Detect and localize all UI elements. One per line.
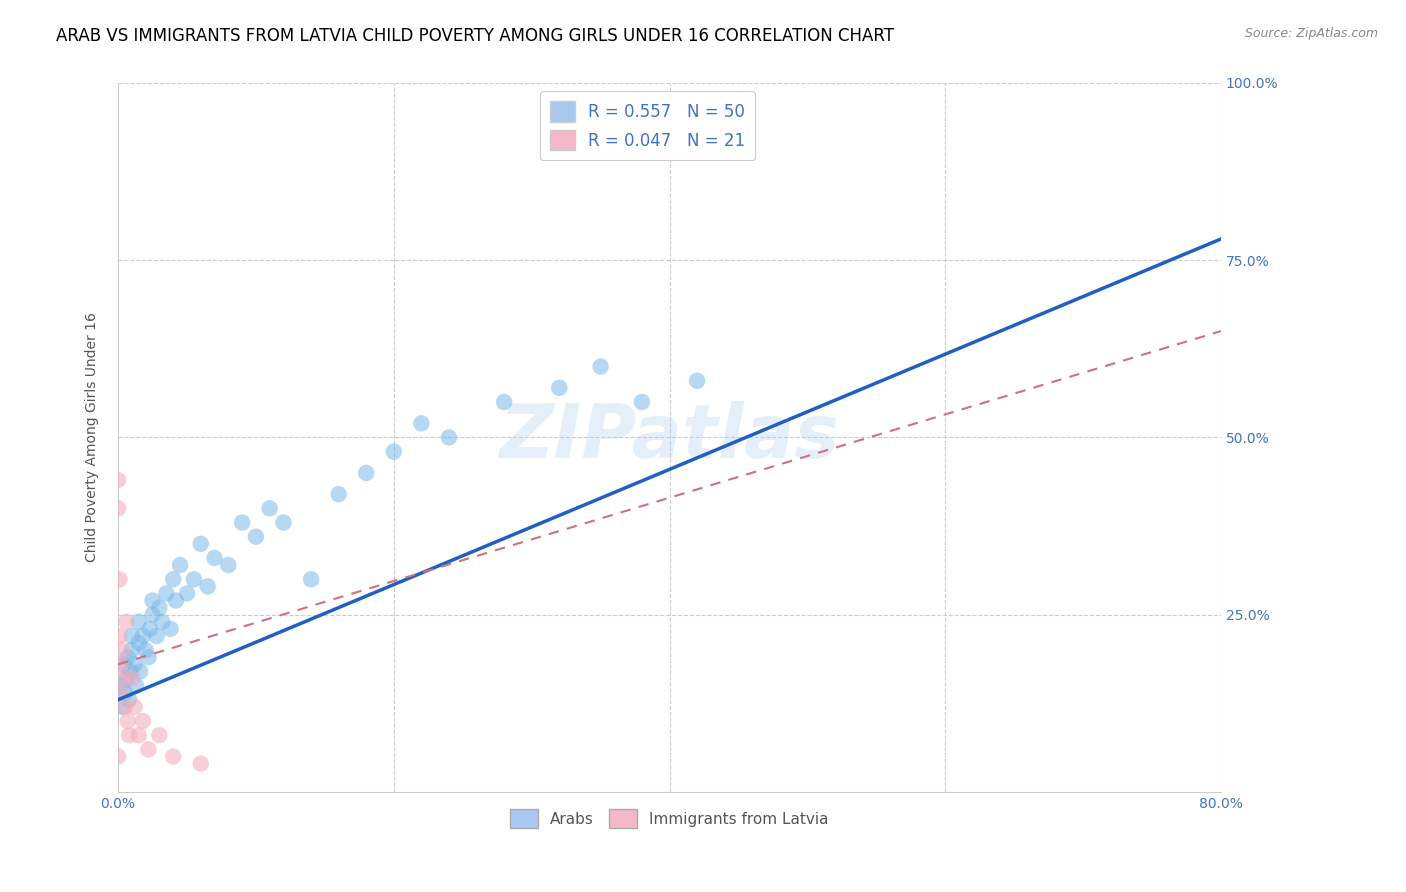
Legend: Arabs, Immigrants from Latvia: Arabs, Immigrants from Latvia <box>505 803 835 834</box>
Point <box>217 558 239 572</box>
Point <box>108 572 131 586</box>
Point <box>138 742 160 756</box>
Point <box>121 643 143 657</box>
Point <box>107 749 129 764</box>
Point <box>190 537 212 551</box>
Point <box>162 572 184 586</box>
Point <box>110 686 132 700</box>
Point <box>328 487 350 501</box>
Point <box>145 629 167 643</box>
Point <box>150 615 173 629</box>
Point <box>128 615 150 629</box>
Point <box>118 693 141 707</box>
Point <box>112 657 135 672</box>
Point <box>132 629 155 643</box>
Point <box>589 359 612 374</box>
Point <box>117 650 139 665</box>
Point <box>139 622 162 636</box>
Point <box>124 699 146 714</box>
Point <box>273 516 295 530</box>
Point <box>382 444 405 458</box>
Point <box>231 516 253 530</box>
Point <box>141 607 163 622</box>
Point <box>120 665 142 679</box>
Point <box>354 466 377 480</box>
Point <box>155 586 177 600</box>
Point <box>299 572 322 586</box>
Point <box>631 395 654 409</box>
Point <box>259 501 281 516</box>
Text: ZIPatlas: ZIPatlas <box>499 401 839 474</box>
Point <box>148 728 170 742</box>
Point <box>108 629 131 643</box>
Point <box>548 381 571 395</box>
Point <box>112 672 135 686</box>
Point <box>141 593 163 607</box>
Point <box>245 530 267 544</box>
Point <box>190 756 212 771</box>
Point <box>125 679 148 693</box>
Point <box>148 600 170 615</box>
Point <box>162 749 184 764</box>
Point <box>176 586 198 600</box>
Point <box>411 417 433 431</box>
Point <box>121 629 143 643</box>
Point <box>183 572 205 586</box>
Point <box>117 714 139 728</box>
Point <box>128 728 150 742</box>
Point <box>114 686 136 700</box>
Point <box>111 643 134 657</box>
Point <box>115 615 138 629</box>
Point <box>494 395 516 409</box>
Point <box>121 672 143 686</box>
Point <box>169 558 191 572</box>
Text: ARAB VS IMMIGRANTS FROM LATVIA CHILD POVERTY AMONG GIRLS UNDER 16 CORRELATION CH: ARAB VS IMMIGRANTS FROM LATVIA CHILD POV… <box>56 27 894 45</box>
Point <box>204 551 226 566</box>
Y-axis label: Child Poverty Among Girls Under 16: Child Poverty Among Girls Under 16 <box>86 312 100 562</box>
Point <box>138 650 160 665</box>
Point <box>197 579 219 593</box>
Point <box>135 643 157 657</box>
Point <box>128 636 150 650</box>
Point <box>159 622 181 636</box>
Text: Source: ZipAtlas.com: Source: ZipAtlas.com <box>1244 27 1378 40</box>
Point <box>107 501 129 516</box>
Point <box>111 699 134 714</box>
Point <box>437 430 460 444</box>
Point <box>110 657 132 672</box>
Point <box>115 672 138 686</box>
Point <box>114 699 136 714</box>
Point <box>107 473 129 487</box>
Point <box>132 714 155 728</box>
Point <box>686 374 709 388</box>
Point <box>110 679 132 693</box>
Point <box>118 728 141 742</box>
Point <box>124 657 146 672</box>
Point <box>165 593 187 607</box>
Point <box>129 665 152 679</box>
